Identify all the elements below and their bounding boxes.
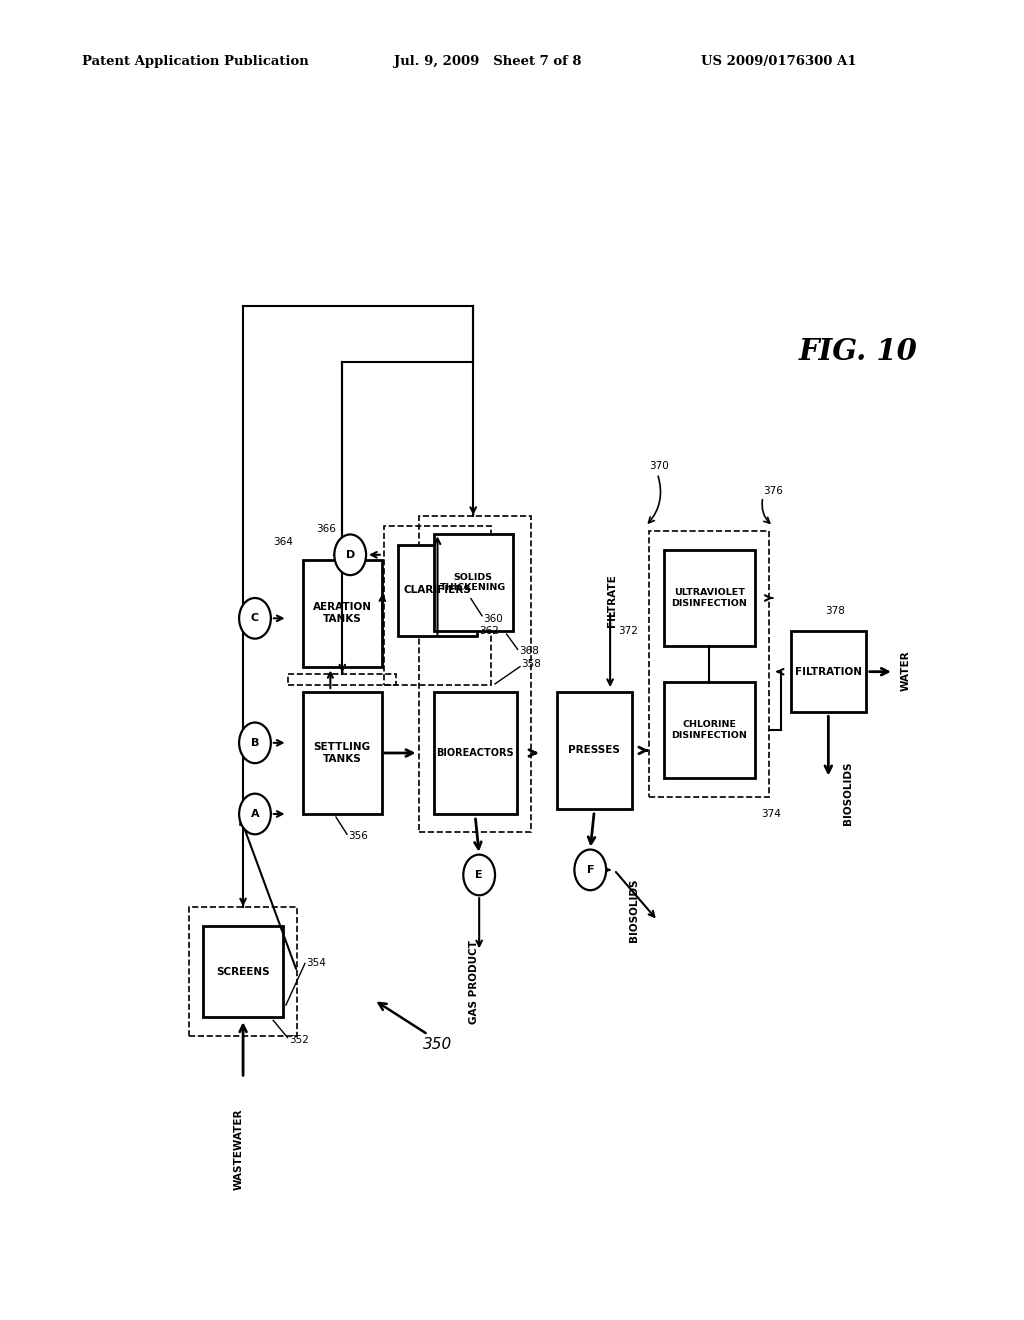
Text: BIOSOLIDS: BIOSOLIDS xyxy=(629,879,639,942)
Text: 370: 370 xyxy=(649,462,669,471)
Bar xyxy=(303,692,382,814)
Text: 374: 374 xyxy=(761,809,780,818)
Bar xyxy=(433,535,513,631)
Text: SETTLING
TANKS: SETTLING TANKS xyxy=(313,742,371,764)
Circle shape xyxy=(239,722,270,763)
Text: 360: 360 xyxy=(483,614,503,624)
Text: C: C xyxy=(251,614,259,623)
Bar xyxy=(664,682,755,779)
Text: WATER: WATER xyxy=(901,651,910,690)
Text: PRESSES: PRESSES xyxy=(568,746,621,755)
Text: BIOREACTORS: BIOREACTORS xyxy=(436,748,514,758)
Circle shape xyxy=(574,850,606,890)
Text: GAS PRODUCT: GAS PRODUCT xyxy=(469,940,478,1024)
Text: AERATION
TANKS: AERATION TANKS xyxy=(312,602,372,624)
Circle shape xyxy=(239,598,270,639)
Text: 376: 376 xyxy=(763,486,782,496)
Circle shape xyxy=(463,854,495,895)
Text: FILTRATION: FILTRATION xyxy=(795,667,862,677)
Text: B: B xyxy=(251,738,259,748)
Text: Jul. 9, 2009   Sheet 7 of 8: Jul. 9, 2009 Sheet 7 of 8 xyxy=(394,55,582,69)
Bar xyxy=(791,631,866,713)
Text: WASTEWATER: WASTEWATER xyxy=(234,1109,244,1191)
Text: 372: 372 xyxy=(618,626,638,636)
Bar xyxy=(189,907,297,1036)
Text: Patent Application Publication: Patent Application Publication xyxy=(82,55,308,69)
Text: CLARIFIERS: CLARIFIERS xyxy=(403,585,471,595)
Text: 362: 362 xyxy=(479,626,499,636)
Bar xyxy=(664,549,755,647)
Text: ULTRAVIOLET
DISINFECTION: ULTRAVIOLET DISINFECTION xyxy=(672,589,748,607)
Bar xyxy=(303,560,382,667)
Circle shape xyxy=(334,535,367,576)
Text: 354: 354 xyxy=(306,958,327,969)
Text: 378: 378 xyxy=(825,606,845,615)
Text: 352: 352 xyxy=(289,1035,309,1044)
Text: FILTRATE: FILTRATE xyxy=(607,574,617,627)
Text: US 2009/0176300 A1: US 2009/0176300 A1 xyxy=(701,55,857,69)
Circle shape xyxy=(239,793,270,834)
Text: FIG. 10: FIG. 10 xyxy=(799,337,918,366)
Text: 366: 366 xyxy=(316,524,336,535)
Text: F: F xyxy=(587,865,594,875)
Text: 358: 358 xyxy=(521,659,542,668)
Text: 356: 356 xyxy=(348,832,369,841)
Text: 368: 368 xyxy=(519,647,539,656)
Text: 364: 364 xyxy=(273,537,293,546)
Bar xyxy=(649,532,769,797)
Bar xyxy=(204,925,283,1018)
Text: E: E xyxy=(475,870,483,880)
Text: SOLIDS
THICKENING: SOLIDS THICKENING xyxy=(440,573,506,593)
Text: SCREENS: SCREENS xyxy=(216,966,270,977)
Text: D: D xyxy=(345,550,355,560)
Bar xyxy=(384,527,492,685)
Text: 350: 350 xyxy=(423,1038,453,1052)
Text: CHLORINE
DISINFECTION: CHLORINE DISINFECTION xyxy=(672,721,748,739)
Bar xyxy=(557,692,632,809)
Bar xyxy=(419,516,531,833)
Bar xyxy=(397,545,477,636)
Bar xyxy=(433,692,517,814)
Text: BIOSOLIDS: BIOSOLIDS xyxy=(843,762,853,825)
Bar xyxy=(289,673,396,685)
Text: A: A xyxy=(251,809,259,818)
